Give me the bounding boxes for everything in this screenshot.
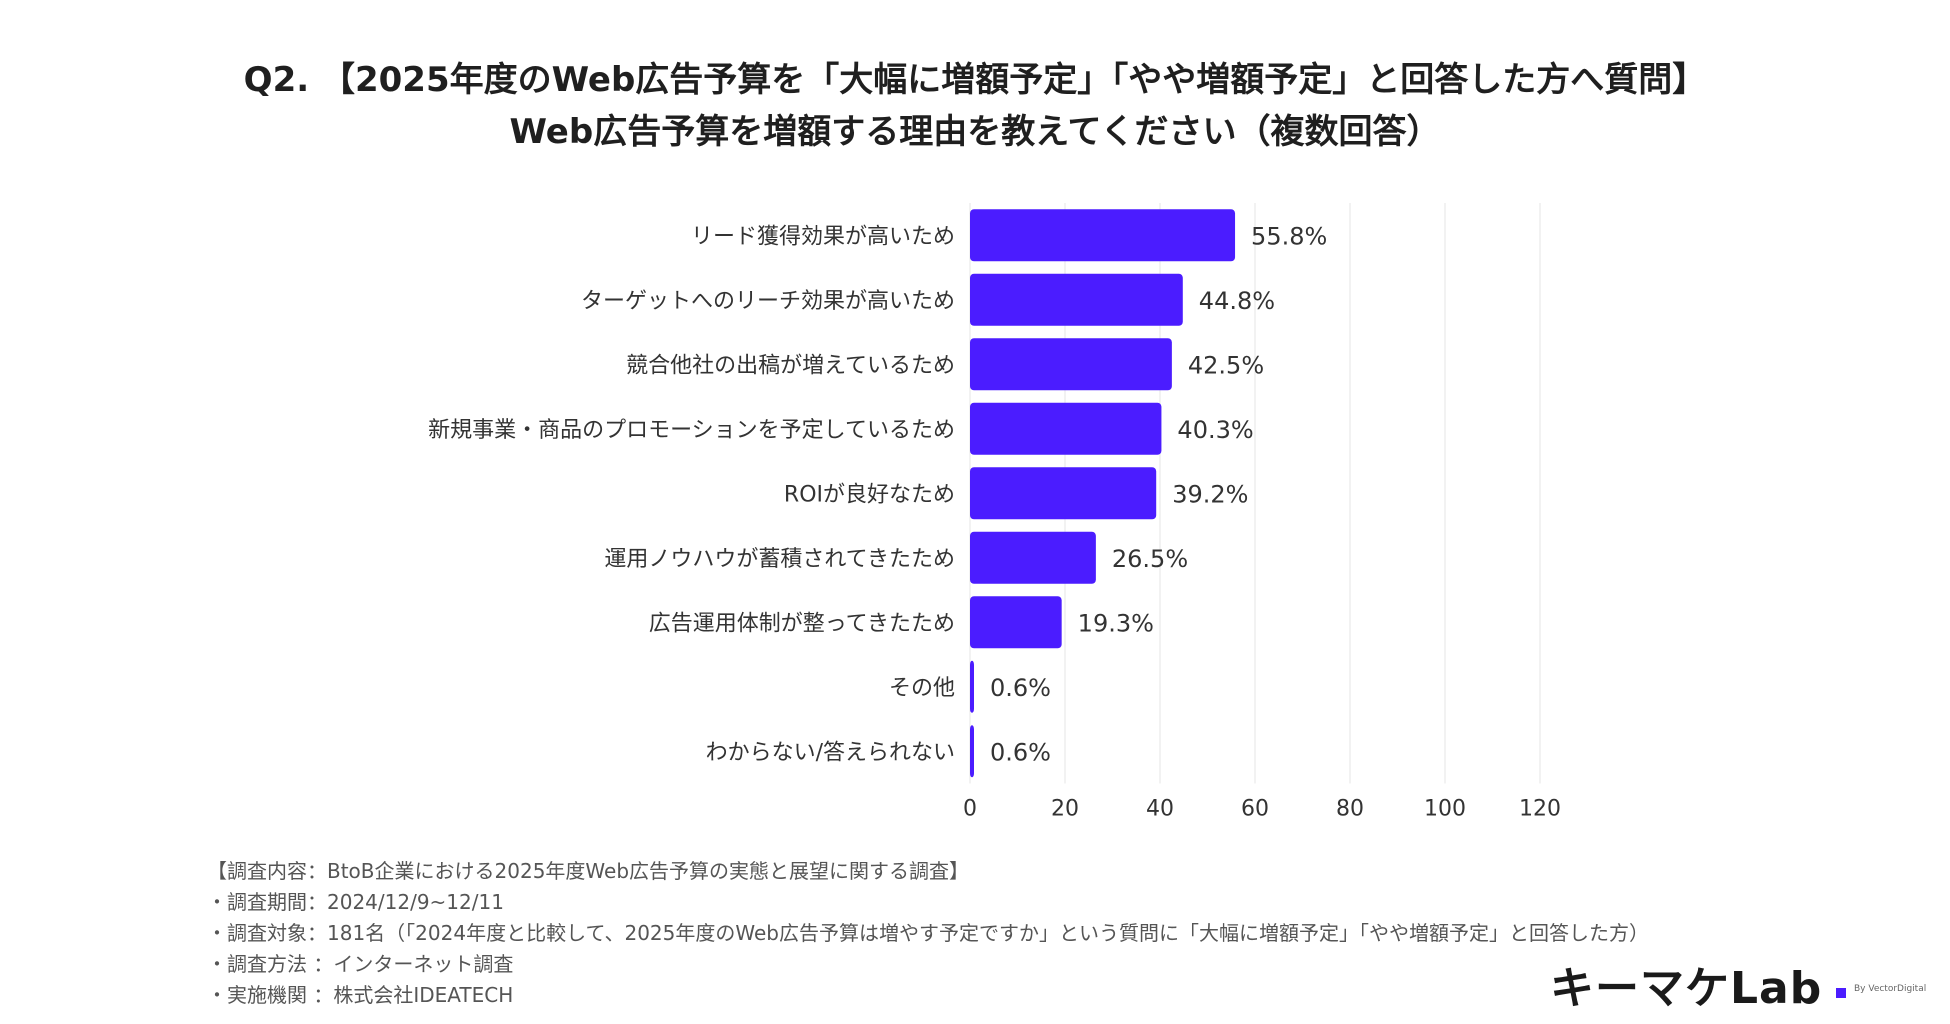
bar — [970, 338, 1172, 391]
data-label: 26.5% — [1112, 545, 1188, 573]
category-label: ROIが良好なため — [784, 482, 955, 507]
x-tick-label: 100 — [1424, 797, 1466, 822]
category-label: その他 — [889, 676, 955, 701]
bar — [970, 660, 974, 713]
x-tick-label: 0 — [963, 797, 977, 822]
chart-subtitle: Web広告予算を増額する理由を教えてください（複数回答） — [509, 112, 1441, 152]
data-label: 39.2% — [1172, 480, 1248, 508]
x-tick-label: 80 — [1336, 797, 1364, 822]
category-label: ターゲットへのリーチ効果が高いため — [581, 289, 955, 314]
x-tick-label: 20 — [1051, 797, 1079, 822]
brand-logo-byline: By VectorDigital — [1854, 984, 1927, 994]
data-label: 19.3% — [1078, 609, 1154, 637]
brand-logo-dot — [1836, 988, 1846, 998]
category-label: リード獲得効果が高いため — [691, 224, 955, 249]
survey-note-organization: ・実施機関 ：株式会社IDEATECH — [207, 983, 514, 1007]
survey-note-method: ・調査方法 ：インターネット調査 — [207, 952, 514, 976]
data-label: 40.3% — [1177, 416, 1253, 444]
data-label: 0.6% — [990, 674, 1051, 702]
survey-notes: 【調査内容：BtoB企業における2025年度Web広告予算の実態と展望に関する調… — [207, 856, 1649, 1011]
survey-note-target: ・調査対象：181名（「2024年度と比較して、2025年度のWeb広告予算は増… — [207, 921, 1649, 945]
bar — [970, 467, 1157, 520]
bar-chart: 0 20 40 60 80 100 120 リード獲得効果が高いため 55.8% ターゲットへのリ… — [428, 203, 1561, 822]
bar — [970, 531, 1096, 584]
bar — [970, 273, 1183, 326]
bar — [970, 725, 974, 778]
data-label: 0.6% — [990, 738, 1051, 766]
x-tick-label: 120 — [1519, 797, 1561, 822]
bar — [970, 402, 1162, 455]
category-label: 競合他社の出稿が増えているため — [626, 353, 955, 378]
x-tick-label: 40 — [1146, 797, 1174, 822]
brand-logo-text: キーマケLab — [1550, 963, 1823, 1014]
data-label: 55.8% — [1251, 222, 1327, 250]
x-tick-label: 60 — [1241, 797, 1269, 822]
category-label: 広告運用体制が整ってきたため — [649, 611, 955, 636]
category-label: わからない/答えられない — [706, 740, 955, 765]
category-label: 新規事業・商品のプロモーションを予定しているため — [428, 418, 955, 443]
survey-note-content: 【調査内容：BtoB企業における2025年度Web広告予算の実態と展望に関する調… — [207, 859, 970, 883]
bar — [970, 209, 1236, 262]
chart-title: Q2. 【2025年度のWeb広告予算を「大幅に増額予定」「やや増額予定」と回答… — [243, 60, 1707, 100]
data-label: 44.8% — [1199, 287, 1275, 315]
brand-logo: キーマケLab By VectorDigital — [1550, 952, 1930, 1014]
category-label: 運用ノウハウが蓄積されてきたため — [604, 547, 955, 572]
bar — [970, 596, 1062, 649]
data-label: 42.5% — [1188, 351, 1264, 379]
survey-note-period: ・調査期間：2024/12/9~12/11 — [207, 890, 504, 914]
